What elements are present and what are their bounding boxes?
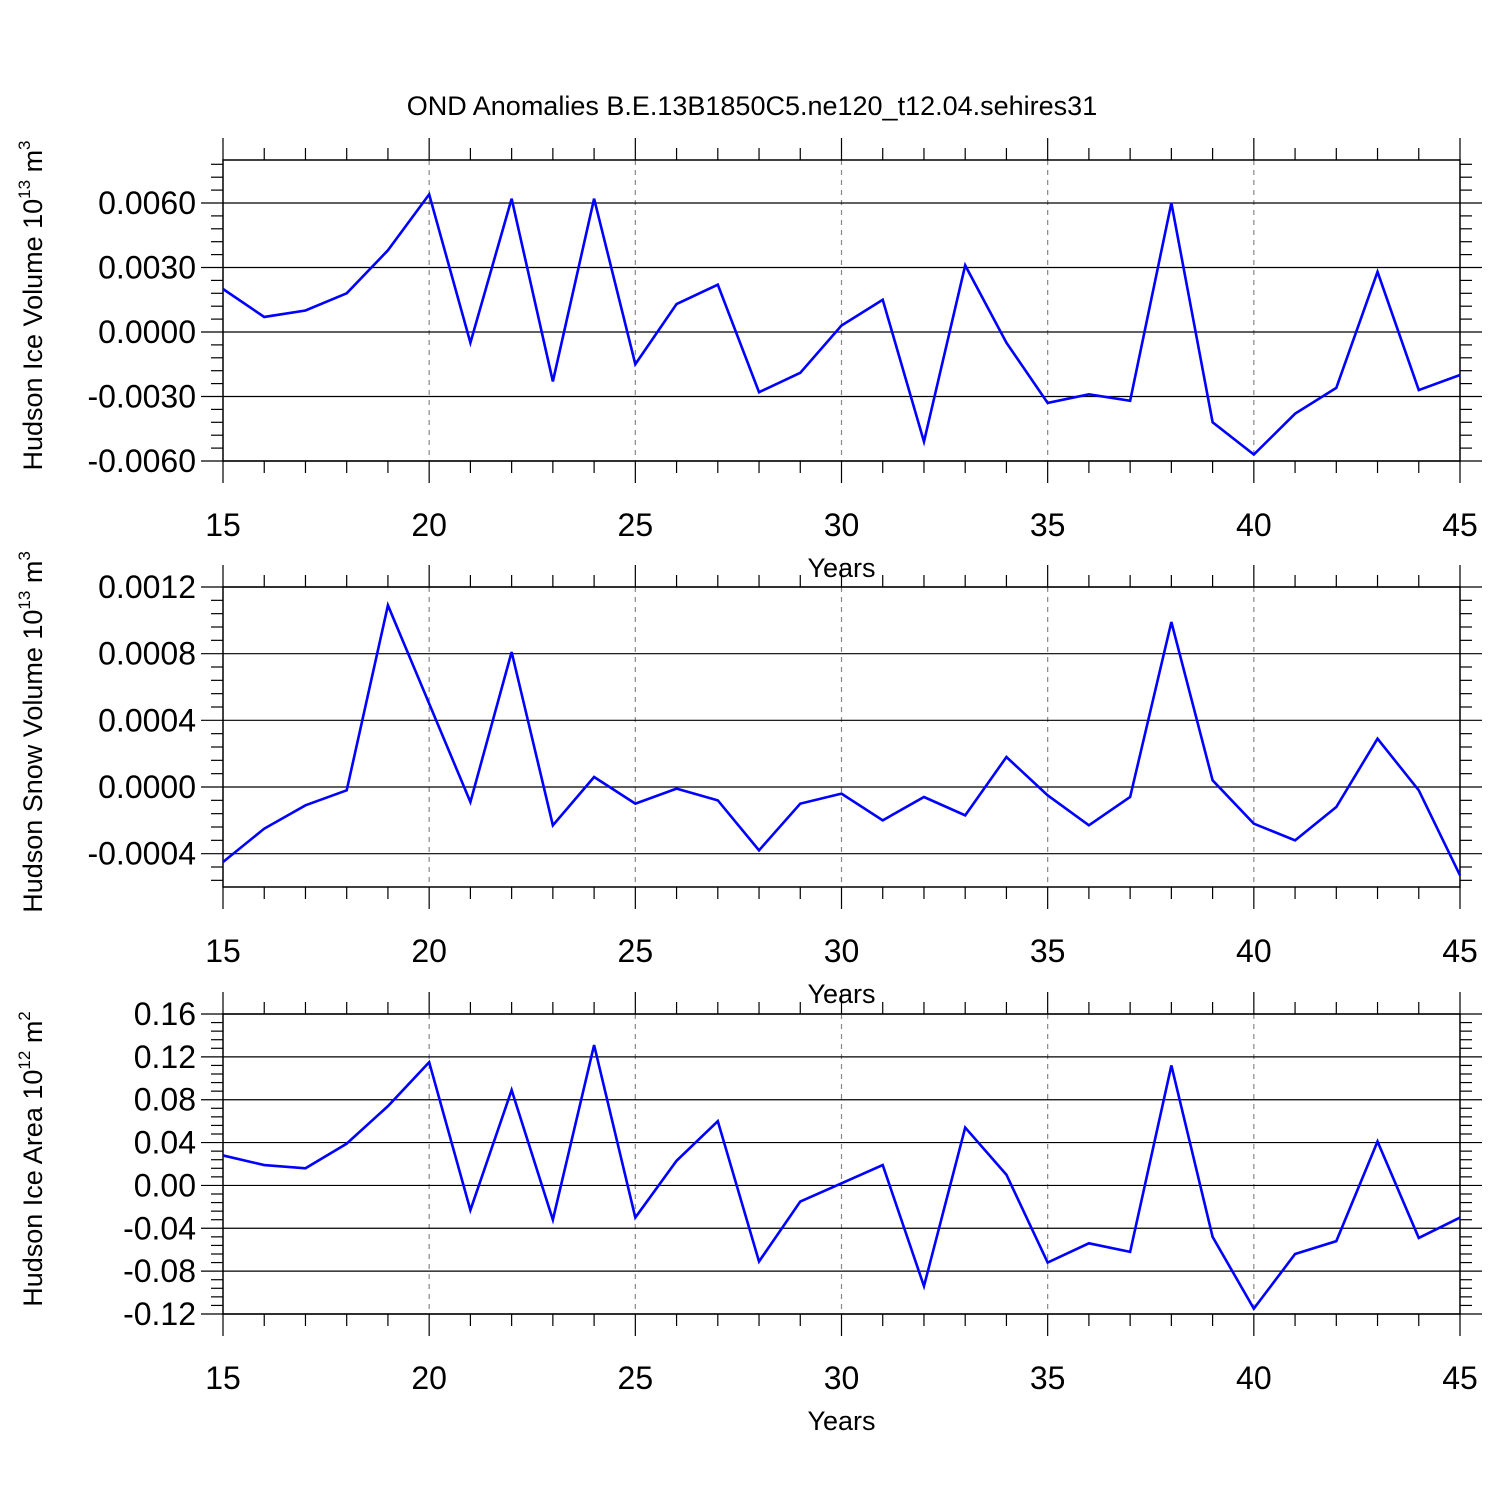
chart-panel-3: 15 20 25 30 35 40 45 -0.12 -0.08 -0.04 0.00 0.04 0.0…: [15, 992, 1482, 1436]
y-axis-title: Hudson Ice Volume 1013 m3: [15, 140, 48, 470]
y-tick-label: -0.12: [123, 1296, 196, 1332]
y-axis-title-unit-exponent: 3: [15, 551, 34, 560]
y-axis-title-unit: m: [18, 1021, 48, 1051]
y-tick-label: 0.12: [134, 1039, 196, 1075]
x-tick-label: 15: [205, 933, 241, 969]
y-tick-label: 0.0012: [98, 569, 196, 605]
y-axis-title-exponent: 13: [15, 591, 34, 610]
y-tick-label: -0.08: [123, 1253, 196, 1289]
y-tick-label: 0.16: [134, 996, 196, 1032]
y-tick-label: 0.0060: [98, 185, 196, 221]
y-tick-label: -0.0060: [87, 443, 196, 479]
y-tick-label: -0.0030: [87, 379, 196, 415]
y-axis-title-text: Hudson Ice Volume 10: [18, 199, 48, 471]
panels: 15 20 25 30 35 40 45-0.0060-0.00300.00000.0030…: [15, 138, 1482, 1436]
y-tick-label: 0.0004: [98, 702, 196, 738]
chart-panel-1: 15 20 25 30 35 40 45 -0.0060 -0.0030 0.0000 0.0030…: [15, 138, 1482, 583]
y-axis-title-unit-exponent: 3: [15, 140, 34, 149]
x-tick-label: 25: [618, 933, 654, 969]
x-tick-label: 15: [205, 507, 241, 543]
y-axis-title-text: Hudson Snow Volume 10: [18, 610, 48, 913]
x-axis-title: Years: [807, 1406, 875, 1436]
y-axis-title: Hudson Ice Area 1012 m2: [15, 1011, 48, 1307]
y-tick-label: -0.04: [123, 1210, 196, 1246]
x-tick-label: 35: [1030, 507, 1066, 543]
y-axis-title-exponent: 12: [15, 1051, 34, 1070]
x-tick-label: 20: [411, 507, 447, 543]
x-tick-label: 30: [824, 933, 860, 969]
x-tick-label: 40: [1236, 507, 1272, 543]
figure-title: OND Anomalies B.E.13B1850C5.ne120_t12.04…: [407, 91, 1097, 121]
x-tick-label: 15: [205, 1360, 241, 1396]
y-tick-label: 0.0000: [98, 769, 196, 805]
y-axis-title-text: Hudson Ice Area 10: [18, 1070, 48, 1307]
x-tick-label: 25: [618, 1360, 654, 1396]
y-tick-label: 0.04: [134, 1125, 196, 1161]
x-tick-label: 45: [1442, 507, 1478, 543]
y-axis-title-exponent: 13: [15, 180, 34, 199]
x-tick-label: 45: [1442, 1360, 1478, 1396]
x-tick-label: 20: [411, 933, 447, 969]
x-tick-label: 35: [1030, 1360, 1066, 1396]
x-tick-label: 30: [824, 507, 860, 543]
y-tick-label: -0.0004: [87, 836, 196, 872]
y-axis-title-unit-exponent: 2: [15, 1011, 34, 1020]
chart-panel-2: 15 20 25 30 35 40 45 -0.0004 0.0000 0.0004 0.0008 0…: [15, 551, 1482, 1009]
x-tick-label: 35: [1030, 933, 1066, 969]
y-axis-title: Hudson Snow Volume 1013 m3: [15, 551, 48, 913]
x-tick-label: 40: [1236, 933, 1272, 969]
x-tick-label: 20: [411, 1360, 447, 1396]
series-line-1: [222, 601, 1462, 876]
series-line-1: [222, 1044, 1461, 1311]
y-tick-label: 0.0008: [98, 636, 196, 672]
x-tick-label: 45: [1442, 933, 1478, 969]
y-axis-title-unit: m: [18, 150, 48, 180]
y-tick-label: 0.0000: [98, 314, 196, 350]
series-line-1: [222, 191, 1461, 457]
x-tick-label: 30: [824, 1360, 860, 1396]
x-tick-label: 25: [618, 507, 654, 543]
y-axis-title-unit: m: [18, 561, 48, 591]
x-tick-label: 40: [1236, 1360, 1272, 1396]
y-tick-label: 0.00: [134, 1167, 196, 1203]
y-tick-label: 0.08: [134, 1082, 196, 1118]
y-tick-label: 0.0030: [98, 250, 196, 286]
